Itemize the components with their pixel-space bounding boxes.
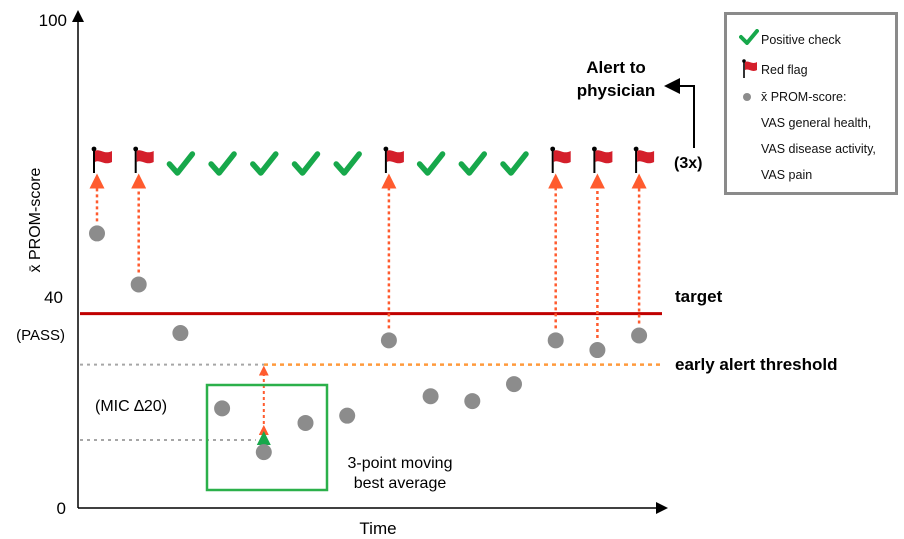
y-tick-note: (PASS): [16, 327, 65, 344]
legend-positive-check: Positive check: [761, 33, 841, 47]
data-point: [464, 393, 481, 410]
flag-icon: [742, 59, 757, 78]
three-x-label: (3x): [674, 155, 702, 172]
red-flag-icon: [550, 146, 571, 173]
y-tick-label: 40: [44, 288, 63, 307]
legend-flag-row: [741, 59, 759, 84]
moving-average-label-line1: 3-point moving: [348, 455, 453, 472]
y-axis-title: x̄ PROM-score: [27, 167, 44, 272]
positive-check-icon: [416, 151, 446, 176]
y-tick-label: 0: [57, 499, 66, 518]
early-alert-threshold-label: early alert threshold: [675, 355, 838, 374]
positive-check-icon: [500, 151, 529, 176]
data-point: [297, 414, 314, 431]
data-point: [339, 407, 356, 424]
legend-red-flag: Red flag: [761, 63, 808, 77]
legend-score-line: VAS pain: [761, 168, 813, 182]
positive-check-icon: [333, 151, 362, 176]
mic-label: (MIC ∆20): [95, 398, 167, 415]
data-point: [172, 325, 189, 342]
x-axis-title: Time: [359, 519, 396, 538]
positive-check-icon: [208, 151, 237, 176]
red-flag-icon: [133, 146, 154, 173]
positive-check-icon: [291, 151, 321, 176]
data-point: [547, 332, 564, 349]
alert-label-line1: Alert to: [586, 58, 646, 77]
moving-average-label-line2: best average: [354, 475, 447, 492]
positive-check-icon: [250, 151, 279, 176]
data-point: [589, 342, 606, 359]
red-flag-icon: [633, 146, 655, 173]
data-point: [130, 276, 147, 293]
check-icon: [739, 29, 759, 45]
dot-icon: [743, 93, 751, 101]
data-point: [422, 388, 439, 405]
data-point: [89, 225, 105, 242]
red-flag-icon: [91, 146, 112, 173]
legend-score-title: x̄ PROM-score:: [761, 90, 847, 104]
data-point: [631, 327, 648, 344]
data-point: [380, 332, 397, 349]
target-label: target: [675, 287, 723, 306]
legend: Positive check Red flag x̄ PROM-score: V…: [724, 12, 898, 195]
alert-arrow: [664, 78, 695, 148]
data-point: [506, 376, 522, 393]
legend-check-row: [739, 29, 759, 50]
moving-average-box: [205, 383, 329, 492]
red-flag-icon: [383, 146, 404, 173]
legend-score-line: VAS general health,: [761, 116, 872, 130]
data-point: [255, 444, 272, 461]
legend-score-line: VAS disease activity,: [761, 142, 876, 156]
positive-check-icon: [458, 151, 488, 176]
y-tick-label: 100: [39, 11, 67, 30]
legend-dot-row: [742, 91, 754, 109]
data-point: [214, 400, 231, 417]
positive-check-icon: [166, 151, 196, 176]
moving-average-marker: [256, 430, 271, 445]
red-flag-icon: [592, 146, 613, 173]
alert-label-line2: physician: [577, 81, 655, 100]
